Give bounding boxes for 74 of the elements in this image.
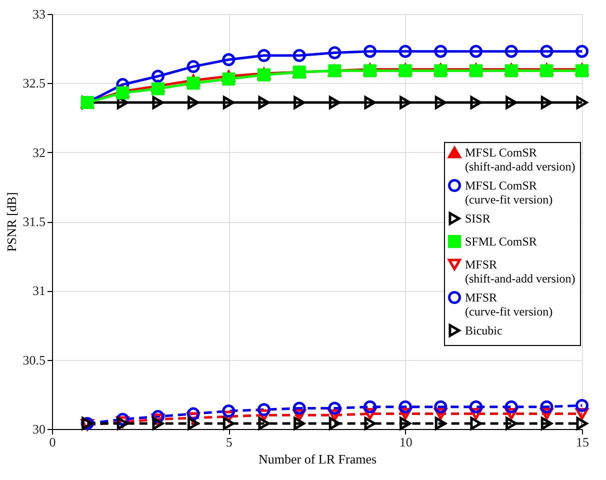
point [152,96,164,110]
point [364,44,376,58]
point [504,400,518,414]
point [540,400,554,414]
point [328,46,342,60]
point [292,49,306,62]
point [576,96,588,110]
y-tick-label: 33 [32,6,46,22]
point [258,416,270,430]
point [188,96,200,110]
point [294,96,306,110]
x-tick-label: 15 [576,434,589,450]
legend-label: MFSL ComSR (curve-fit version) [465,178,553,206]
point [222,53,236,66]
point [576,44,588,58]
point [186,76,200,90]
y-tick-label: 30.5 [22,352,46,368]
point [364,400,376,414]
point [400,416,412,430]
point [576,399,588,412]
point [258,96,270,110]
point [506,416,518,430]
x-tick-label: 10 [399,434,412,450]
point [152,70,164,83]
y-tick-label: 32.5 [22,76,46,91]
point [222,404,236,418]
point [294,416,306,430]
point [540,96,552,110]
legend-label: MFSL ComSR (shift-and-add version) [465,146,576,174]
point [152,82,164,96]
point [364,96,376,110]
point [222,72,236,86]
legend-label: MFSR (curve-fit version) [465,290,553,318]
point [364,416,376,430]
point [328,96,340,110]
point [258,403,270,416]
point [434,400,448,414]
point [506,96,518,110]
legend-label: SFML ComSR [465,234,537,248]
point [434,416,446,430]
point [434,44,448,58]
point [400,96,412,110]
point [398,400,412,414]
y-tick-label: 31 [32,283,46,298]
point [222,416,234,430]
legend-label: Bicubic [465,324,502,338]
point [292,402,306,415]
point [470,44,482,58]
y-tick-label: 30 [32,422,46,436]
legend-label: MFSR (shift-and-add version) [465,258,576,286]
y-axis-title: PSNR [dB] [4,192,19,252]
x-tick-label: 5 [226,434,232,450]
point [222,96,234,110]
y-tick-label: 32 [32,144,46,160]
point [186,407,200,420]
point [470,416,482,430]
point [188,416,200,430]
legend-label: SISR [465,212,490,226]
point [398,44,412,58]
point [470,96,482,110]
x-tick-label: 0 [49,434,56,450]
point [186,60,200,74]
x-axis-title: Number of LR Frames [258,452,377,466]
point [540,416,552,430]
point [258,49,270,62]
point [576,416,588,430]
point [152,416,164,430]
point [540,44,554,58]
point [470,400,482,414]
point [328,402,342,415]
point [504,44,518,58]
point [328,416,340,430]
point [434,96,446,110]
y-tick-label: 31.5 [22,214,46,229]
